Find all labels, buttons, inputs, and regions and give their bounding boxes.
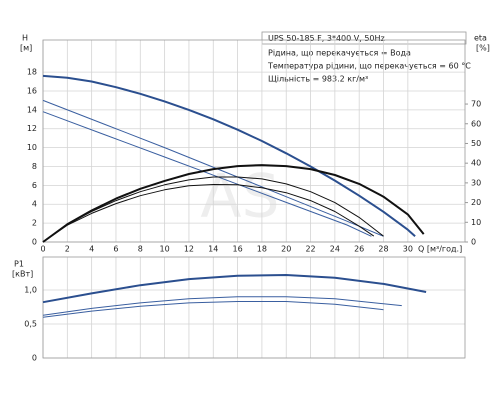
y2-tick-label: 20: [471, 198, 481, 207]
curve: [42, 99, 384, 237]
y2-tick-label: 40: [471, 159, 481, 168]
x-tick-label: 10: [160, 245, 170, 254]
y-tick-label: 16: [27, 86, 37, 95]
y2-tick-label: 0: [471, 238, 476, 247]
x-axis-label: Q [м³/год.]: [418, 245, 462, 254]
curve: [42, 176, 384, 243]
y-axis-unit: [м]: [20, 44, 32, 53]
y2-tick-label: 10: [471, 218, 481, 227]
x-tick-label: 24: [330, 245, 340, 254]
y-tick-label: 0,5: [24, 319, 37, 328]
curve: [42, 111, 372, 237]
x-tick-label: 6: [113, 245, 118, 254]
x-tick-label: 14: [208, 245, 218, 254]
y-tick-label: 1,0: [24, 285, 37, 294]
x-tick-label: 20: [281, 245, 291, 254]
x-tick-label: 30: [403, 245, 413, 254]
y2-tick-label: 30: [471, 178, 481, 187]
y-tick-label: 8: [32, 162, 37, 171]
y-tick-label: 10: [27, 143, 37, 152]
x-tick-label: 2: [65, 245, 70, 254]
x-tick-label: 28: [378, 245, 388, 254]
y-tick-label: 4: [32, 200, 37, 209]
y2-tick-label: 60: [471, 119, 481, 128]
y-axis-unit: [кВт]: [12, 270, 33, 279]
info-box: [261, 31, 467, 45]
watermark: AS: [200, 162, 279, 232]
curve: [42, 296, 402, 316]
info-title: UPS 50-185 F, 3*400 V, 50Hz: [268, 34, 385, 43]
x-tick-label: 18: [257, 245, 267, 254]
y-tick-label: 14: [27, 105, 37, 114]
y-axis-label: H: [22, 34, 28, 43]
y2-tick-label: 70: [471, 100, 481, 109]
x-tick-label: 4: [89, 245, 94, 254]
y-tick-label: 12: [27, 124, 37, 133]
x-tick-label: 0: [40, 245, 45, 254]
curve: [42, 74, 416, 238]
y-tick-label: 6: [32, 181, 37, 190]
x-tick-label: 12: [184, 245, 194, 254]
plot-frame: [42, 256, 466, 359]
curve: [42, 184, 375, 243]
x-tick-label: 22: [305, 245, 315, 254]
info-line: Рідина, що перекачується = Вода: [268, 49, 411, 58]
curve: [42, 164, 425, 243]
x-tick-label: 16: [232, 245, 242, 254]
y-axis-label: P1: [14, 260, 24, 269]
x-tick-label: 26: [354, 245, 364, 254]
y-tick-label: 0: [32, 354, 37, 363]
y-tick-label: 18: [27, 68, 37, 77]
x-tick-label: 8: [138, 245, 143, 254]
y-tick-label: 0: [32, 238, 37, 247]
y2-axis-unit: [%]: [476, 44, 490, 53]
y2-axis-label: eta: [474, 34, 487, 43]
y-tick-label: 2: [32, 219, 37, 228]
info-line: Температура рідини, що перекачується = 6…: [267, 62, 471, 71]
plot-frame: [42, 39, 466, 243]
curve: [42, 274, 427, 304]
curve: [42, 301, 384, 318]
y2-tick-label: 50: [471, 139, 481, 148]
info-line: Щільність = 983.2 кг/м³: [268, 75, 368, 84]
